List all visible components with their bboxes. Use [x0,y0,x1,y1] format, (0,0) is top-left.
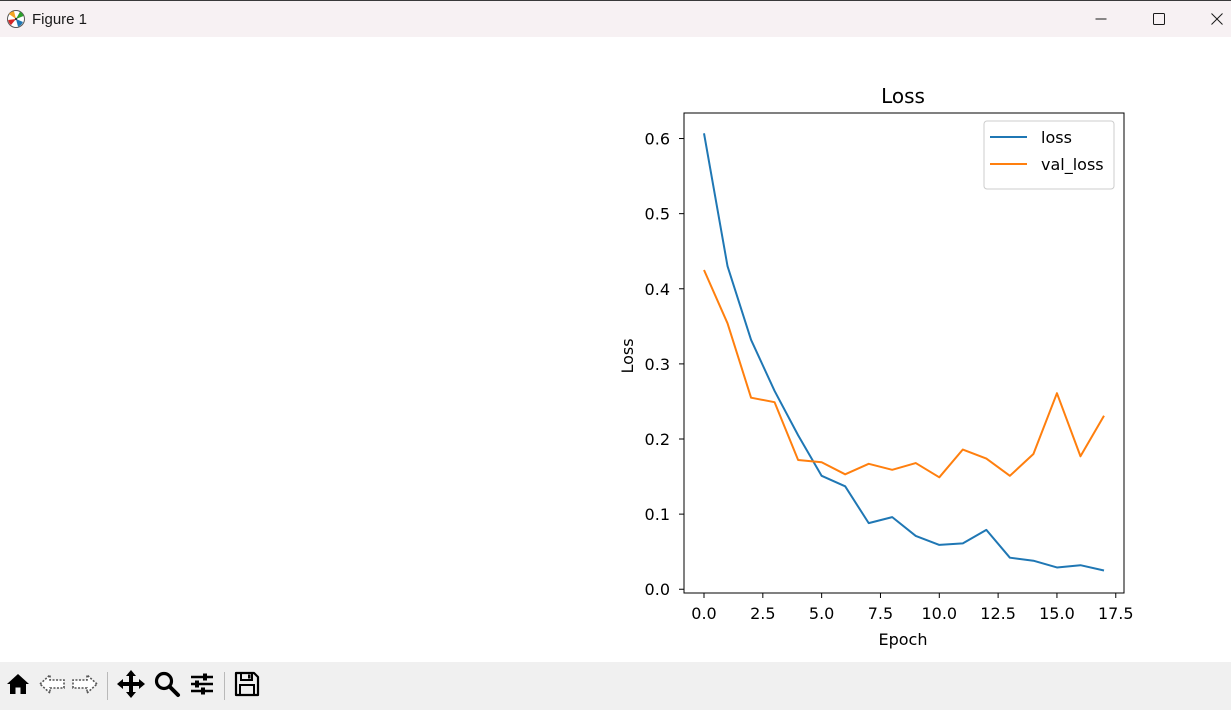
y-tick-label: 0.3 [645,355,670,374]
zoom-magnifier-icon [153,670,181,702]
y-tick-label: 0.4 [645,280,670,299]
series-line-loss [703,133,1105,572]
zoom-button[interactable] [152,671,182,701]
minimize-button[interactable] [1072,1,1130,37]
y-tick-label: 0.0 [645,580,670,599]
toolbar-separator [107,672,108,700]
x-tick-label: 0.0 [691,604,716,623]
window-title: Figure 1 [32,11,88,28]
y-tick-label: 0.5 [645,205,670,224]
x-axis-label: Epoch [879,630,928,649]
forward-button[interactable] [70,671,100,701]
configure-subplots-icon [188,670,216,702]
legend-label: val_loss [1041,155,1104,175]
close-icon [1211,10,1223,29]
x-tick-label: 7.5 [868,604,893,623]
navigation-toolbar [0,662,1231,710]
title-bar[interactable]: Figure 1 [0,0,1231,37]
x-tick-label: 5.0 [809,604,834,623]
pan-move-icon [116,669,146,703]
x-tick-label: 17.5 [1098,604,1134,623]
close-button[interactable] [1188,1,1231,37]
plot-frame [683,112,1125,594]
matplotlib-icon [6,9,26,29]
back-button[interactable] [37,671,67,701]
pan-button[interactable] [116,669,146,703]
y-axis-label: Loss [618,338,637,373]
toolbar-separator [224,672,225,700]
home-button[interactable] [3,671,33,701]
y-tick-label: 0.1 [645,505,670,524]
chart-title: Loss [881,84,925,108]
x-tick-label: 10.0 [921,604,957,623]
configure-subplots-button[interactable] [187,671,217,701]
x-tick-label: 15.0 [1039,604,1075,623]
maximize-button[interactable] [1130,1,1188,37]
figure-canvas[interactable]: Loss Loss Epoch 0.0 2.5 5.0 7.5 10.0 12.5 15.0… [0,37,1231,662]
y-tick-label: 0.2 [645,430,670,449]
x-tick-label: 2.5 [750,604,775,623]
legend-label: loss [1041,128,1072,147]
x-tick-label: 12.5 [980,604,1016,623]
maximize-icon [1153,10,1165,29]
forward-arrow-icon [71,671,99,701]
minimize-icon [1095,10,1107,29]
save-button[interactable] [232,671,262,701]
y-tick-label: 0.6 [645,130,670,149]
back-arrow-icon [38,671,66,701]
home-icon [5,671,31,701]
series-line-val_loss [703,269,1105,479]
loss-chart: Loss Loss Epoch 0.0 2.5 5.0 7.5 10.0 12.5 15.0… [618,84,1134,649]
save-floppy-icon [233,670,261,702]
